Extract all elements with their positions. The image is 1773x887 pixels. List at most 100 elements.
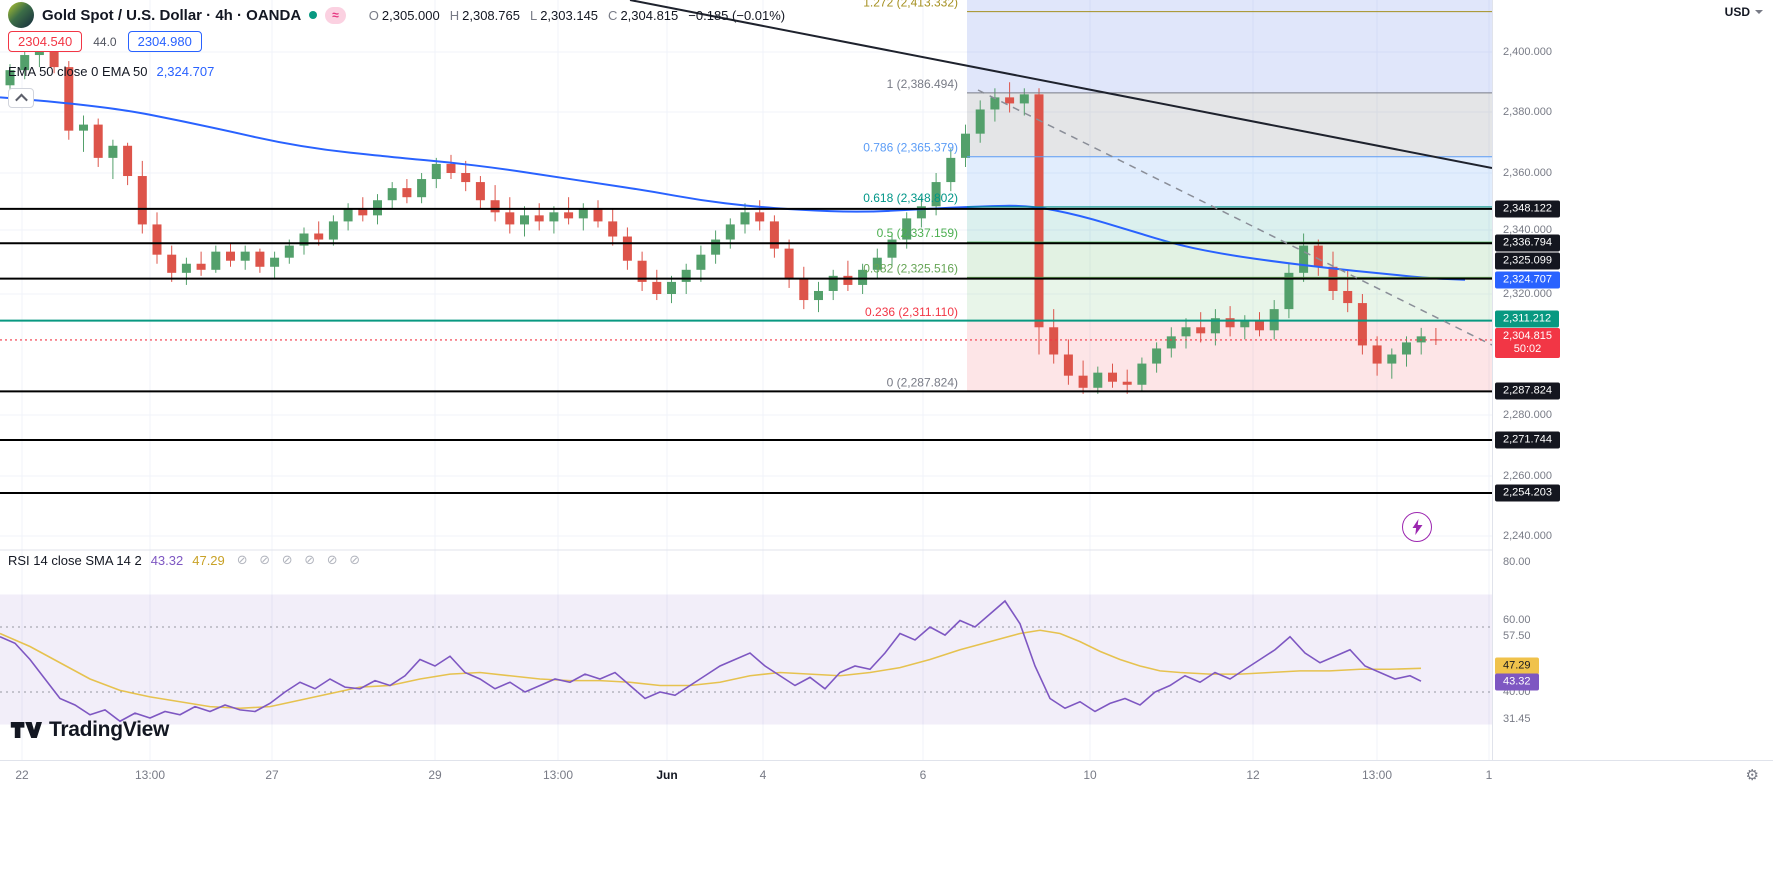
price-chart-canvas[interactable]: 1.272 (2,413.332) 1 (2,386.494) 0.786 (2,3… (0, 0, 1492, 760)
price-badge-black: 2,348.122 (1495, 200, 1560, 218)
candle-body (520, 215, 529, 225)
candle-body (593, 209, 603, 222)
candle-body (314, 233, 324, 240)
candle-body (1299, 245, 1309, 273)
change-value: −0.185 (−0.01%) (688, 7, 786, 23)
candle-body (299, 233, 309, 246)
currency-unit-selector[interactable]: USD (1725, 5, 1763, 19)
candle-body (725, 224, 735, 240)
rsi-axis-label: 57.50 (1503, 630, 1531, 642)
candle-body (446, 163, 456, 173)
candle-body (872, 257, 882, 270)
alert-wave-icon[interactable]: ≈ (325, 6, 346, 24)
candle-body (167, 254, 177, 273)
candle-body (696, 254, 706, 270)
symbol-legend[interactable]: Gold Spot / U.S. Dollar · 4h · OANDA ≈ O… (8, 2, 785, 28)
candle-body (887, 239, 897, 258)
candle-body (328, 221, 338, 240)
candle-body (79, 124, 88, 131)
price-badge-black: 2,287.824 (1495, 382, 1560, 400)
buy-price-button[interactable]: 2304.980 (127, 31, 202, 52)
candle-body (490, 200, 500, 213)
candle-body (1196, 327, 1206, 334)
candle-body (740, 212, 750, 225)
candle-body (1313, 245, 1323, 267)
candle-body (799, 278, 809, 301)
main-chart-pane[interactable]: 1.272 (2,413.332) 1 (2,386.494) 0.786 (2,3… (0, 0, 1492, 760)
oanda-logo-icon (8, 2, 34, 28)
candle-body (255, 251, 265, 267)
time-axis-label: 13:00 (542, 768, 574, 782)
candle-body (1166, 336, 1176, 349)
candle-body (990, 97, 1000, 110)
candle-body (1240, 321, 1250, 328)
time-axis-label: 22 (15, 768, 29, 782)
candle-body (475, 182, 485, 201)
candle-body (1210, 318, 1220, 334)
rsi-value: 43.32 (150, 552, 184, 568)
candle-body (1181, 327, 1191, 337)
candle-body (123, 145, 133, 177)
candle-body (137, 176, 147, 225)
candle-body (1063, 354, 1073, 376)
candle-body (358, 209, 368, 216)
candle-body (549, 212, 559, 222)
candle-body (181, 263, 191, 273)
candle-body (270, 257, 280, 267)
candle-body (961, 133, 970, 158)
trendline[interactable] (629, 0, 1492, 169)
settings-gear-icon[interactable]: ⚙ (1745, 767, 1759, 784)
price-axis-label: 2,380.000 (1503, 106, 1552, 118)
ema-legend-label: EMA 50 close 0 EMA 50 (8, 64, 148, 79)
time-axis-label: 29 (428, 768, 442, 782)
lightning-icon (1412, 519, 1422, 535)
candle-body (931, 182, 941, 207)
sell-price-button[interactable]: 2304.540 (8, 31, 83, 52)
rsi-legend[interactable]: RSI 14 close SMA 14 2 43.32 47.29 ⊘ ⊘ ⊘ … (8, 552, 364, 568)
price-axis[interactable]: USD 2,400.000 2,380.000 2,360.000 2,340.000… (1492, 0, 1773, 887)
candle-body (1078, 375, 1088, 388)
time-axis-label: 13:00 (134, 768, 166, 782)
open-label: O (368, 7, 379, 23)
spread-value: 44.0 (93, 34, 117, 49)
tradingview-logo[interactable]: TradingView (10, 718, 169, 742)
fib-level-label: 0.786 (2,365.379) (863, 141, 958, 155)
countdown-timer: 50:02 (1513, 343, 1542, 355)
candle-body (1005, 97, 1015, 104)
chevron-up-icon (14, 93, 28, 106)
candle-body (93, 124, 103, 158)
tradingview-logo-icon (10, 722, 42, 738)
collapse-legend-button[interactable] (8, 88, 34, 108)
low-value: 2,303.145 (540, 7, 599, 23)
price-axis-label: 2,360.000 (1503, 167, 1552, 179)
candle-body (505, 212, 515, 225)
time-axis[interactable]: ⚙ 22 13:00 27 29 13:00 Jun 4 6 10 12 13:00 1 (0, 760, 1773, 887)
candle-body (1137, 363, 1147, 385)
time-axis-label: 10 (1083, 768, 1097, 782)
symbol-title[interactable]: Gold Spot / U.S. Dollar · 4h · OANDA (42, 6, 302, 24)
quick-trade-lightning-button[interactable] (1402, 512, 1432, 542)
candle-body (564, 212, 574, 219)
candle-body (1387, 354, 1397, 364)
rsi-axis-label: 31.45 (1503, 713, 1531, 725)
time-axis-label: 4 (759, 768, 767, 782)
rsi-line (0, 599, 1422, 723)
fib-level-label: 0.382 (2,325.516) (863, 261, 958, 275)
candle-body (5, 70, 15, 86)
price-axis-label: 2,240.000 (1503, 530, 1552, 542)
candle-body (667, 281, 676, 294)
price-badge-black: 2,325.099 (1495, 252, 1560, 270)
candle-body (1343, 290, 1353, 304)
fib-level-label: 0 (2,287.824) (887, 375, 958, 389)
price-badge-black: 2,271.744 (1495, 431, 1560, 449)
trade-widget: 2304.540 44.0 2304.980 (8, 31, 202, 52)
time-axis-label: 13:00 (1361, 768, 1393, 782)
candle-body (1122, 381, 1132, 385)
candle-body (843, 275, 853, 285)
candle-body (578, 209, 588, 219)
ema-legend[interactable]: EMA 50 close 0 EMA 50 2,324.707 (8, 64, 214, 79)
fib-level-label: 0.5 (2,337.159) (877, 226, 958, 240)
dashed-trendline[interactable] (977, 89, 1492, 346)
time-axis-label: 6 (919, 768, 927, 782)
rsi-axis-label: 80.00 (1503, 556, 1531, 568)
